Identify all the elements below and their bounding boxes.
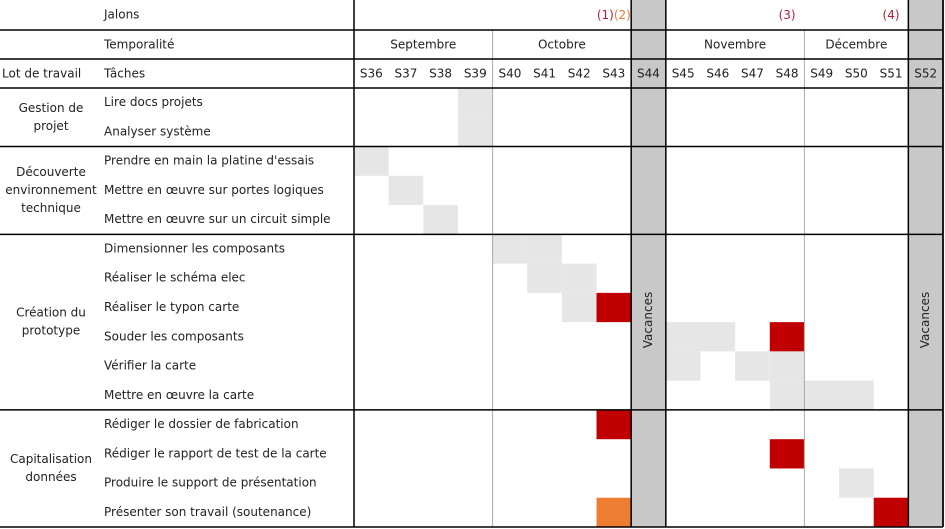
tasks-label: Tâches [103, 67, 145, 81]
milestone-mark: (3) [779, 8, 796, 22]
task-cell [596, 497, 632, 527]
month-label: Octobre [538, 38, 586, 52]
task-cell [769, 380, 805, 410]
week-label: S46 [706, 67, 729, 81]
milestone: (4) [883, 8, 900, 22]
task-cell [561, 292, 597, 323]
week-label: S37 [395, 67, 418, 81]
week-label: S44 [637, 67, 660, 81]
group-label: projet [33, 119, 68, 133]
lot-label: Lot de travail [2, 67, 81, 81]
task-label: Prendre en main la platine d'essais [104, 154, 314, 168]
week-label: S50 [845, 67, 868, 81]
week-label: S48 [776, 67, 799, 81]
week-label: S40 [498, 67, 521, 81]
task-label: Lire docs projets [104, 95, 203, 109]
task-label: Mettre en œuvre sur portes logiques [104, 183, 324, 197]
month-label: Septembre [390, 38, 456, 52]
week-label: S39 [464, 67, 487, 81]
task-label: Dimensionner les composants [104, 241, 285, 255]
task-cell [769, 322, 805, 352]
week-label: S42 [568, 67, 591, 81]
group-label: technique [21, 201, 81, 215]
task-cell [492, 234, 528, 264]
time-label: Temporalité [103, 38, 174, 52]
task-cell [735, 351, 770, 381]
task-cell [388, 175, 424, 206]
task-cell [596, 409, 632, 440]
task-cell [665, 322, 701, 352]
task-cell [769, 351, 805, 381]
group-label: prototype [22, 324, 80, 338]
task-cell [700, 322, 736, 352]
task-label: Souder les composants [104, 329, 244, 343]
week-label: S45 [672, 67, 695, 81]
task-cell [561, 263, 597, 293]
task-cell [665, 351, 701, 381]
task-cell [596, 292, 632, 323]
group-label: Découverte [16, 165, 86, 179]
group-label: données [25, 470, 76, 484]
group-label: Gestion de [19, 101, 84, 115]
task-cell [873, 497, 909, 527]
task-label: Réaliser le typon carte [104, 300, 239, 314]
month-label: Novembre [704, 38, 766, 52]
week-label: S36 [360, 67, 383, 81]
task-cell [457, 117, 493, 147]
week-label: S43 [602, 67, 625, 81]
milestone: (1)(2) [597, 8, 631, 22]
group-label: Création du [16, 306, 86, 320]
month-label: Décembre [825, 38, 887, 52]
week-label: S41 [533, 67, 556, 81]
task-label: Mettre en œuvre la carte [104, 388, 254, 402]
week-label: S47 [741, 67, 764, 81]
task-label: Analyser système [104, 124, 211, 138]
vacation-label: Vacances [918, 292, 932, 348]
task-cell [423, 205, 458, 235]
task-cell [769, 439, 805, 469]
task-cell [527, 234, 562, 264]
task-cell [354, 146, 389, 176]
week-label: S38 [429, 67, 452, 81]
task-cell [839, 468, 874, 498]
task-label: Présenter son travail (soutenance) [104, 505, 311, 519]
week-label: S51 [880, 67, 903, 81]
group-label: Capitalisation [10, 452, 92, 466]
task-label: Rédiger le dossier de fabrication [104, 417, 299, 431]
task-label: Rédiger le rapport de test de la carte [104, 446, 327, 460]
milestone-mark: (4) [883, 8, 900, 22]
task-label: Mettre en œuvre sur un circuit simple [104, 212, 331, 226]
task-cell [457, 88, 493, 118]
group-label: environnement [5, 183, 97, 197]
week-label: S49 [810, 67, 833, 81]
task-label: Réaliser le schéma elec [104, 271, 246, 285]
week-label: S52 [914, 67, 937, 81]
task-cell [527, 263, 562, 293]
milestones-label: Jalons [103, 8, 139, 22]
milestone-mark: (1) [597, 8, 614, 22]
task-cell [839, 380, 874, 410]
task-label: Vérifier la carte [104, 359, 196, 373]
task-cell [804, 380, 840, 410]
task-label: Produire le support de présentation [104, 476, 317, 490]
milestone-mark: (2) [614, 8, 631, 22]
milestone: (3) [779, 8, 796, 22]
vacation-label: Vacances [641, 292, 655, 348]
